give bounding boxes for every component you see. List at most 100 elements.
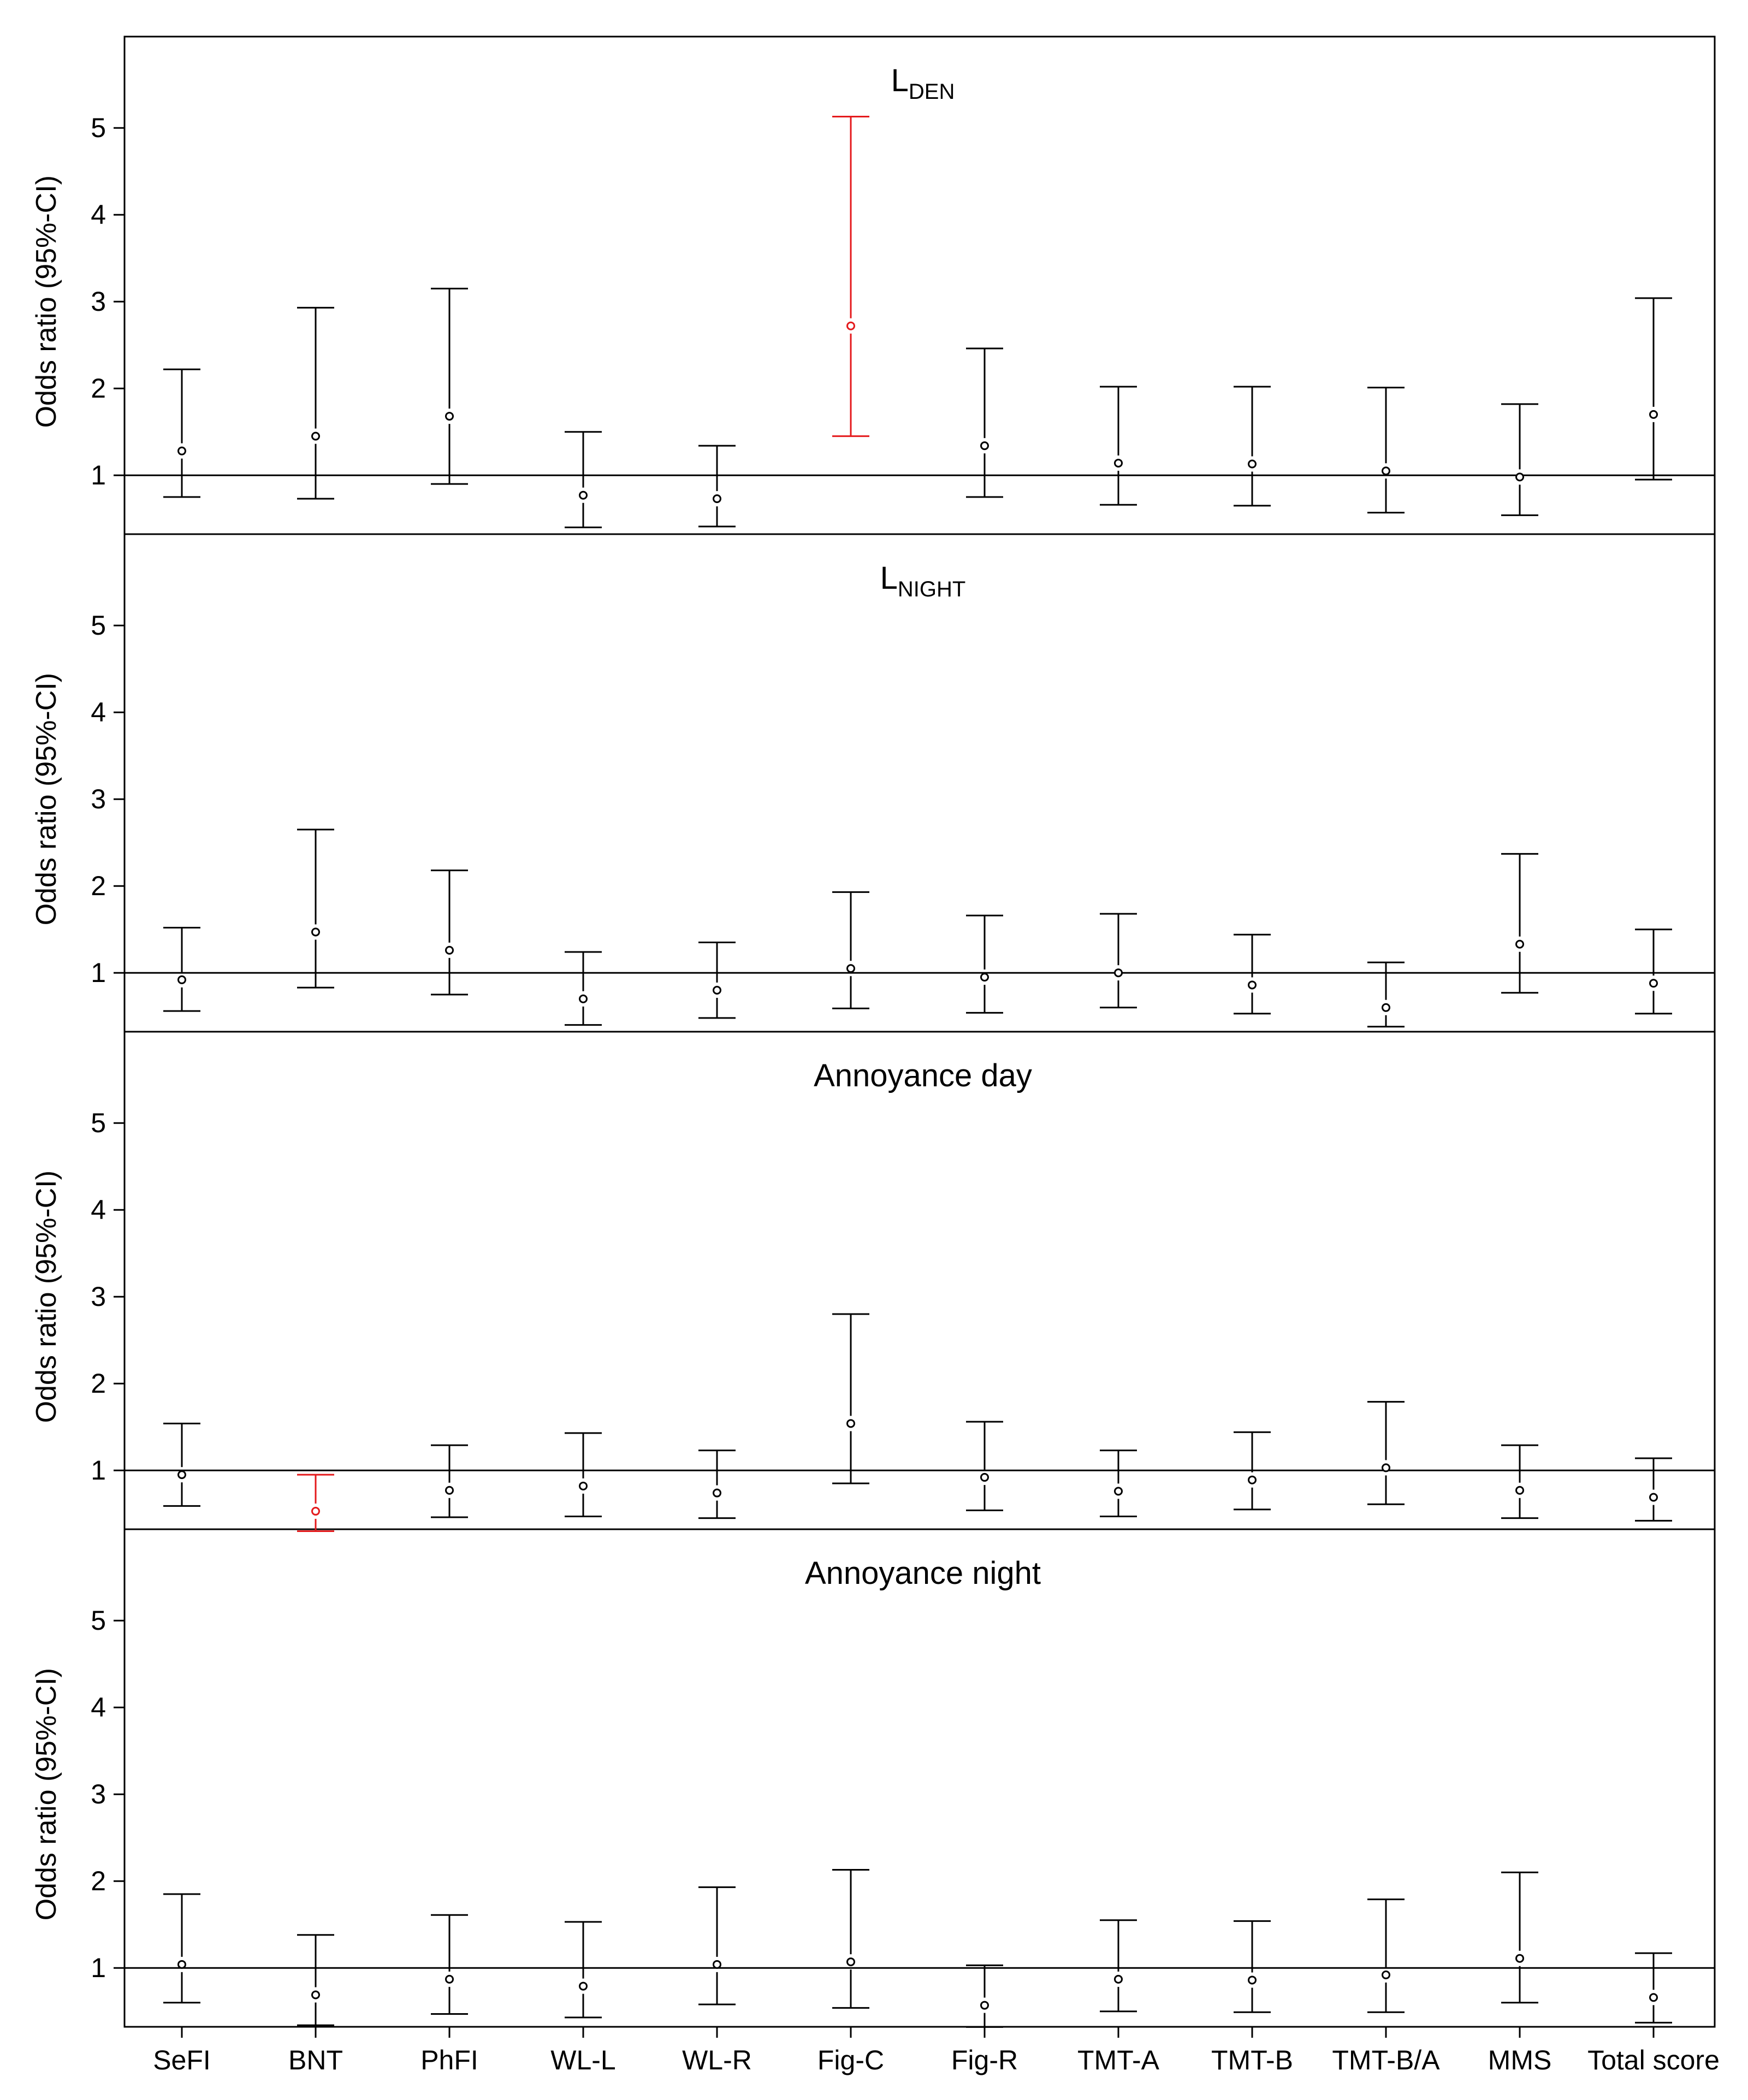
y-tick-label: 4 [91, 1194, 106, 1225]
errorbar-tmt-a [1100, 1450, 1137, 1517]
errorbar-wl-l [565, 431, 602, 529]
errorbar-tmt-b [1234, 1431, 1271, 1511]
estimate-point [1248, 459, 1257, 469]
errorbar-mms [1501, 1871, 1538, 2004]
estimate-point [980, 441, 989, 451]
x-tick-label-tmt-b: TMT-B [1211, 2045, 1293, 2075]
estimate-point [177, 1470, 186, 1480]
panel-1: LDEN 1 2 3 4 5 Odds ratio (95%-CI) [31, 63, 1715, 529]
panel-title-main: Annoyance day [814, 1058, 1032, 1093]
errorbar-total-score [1635, 1457, 1672, 1522]
y-tick-label: 3 [91, 1281, 106, 1312]
errorbar-mms [1501, 853, 1538, 994]
y-tick-label: 2 [91, 1368, 106, 1399]
errorbar-mms [1501, 1444, 1538, 1519]
x-tick-label-tmt-b-a: TMT-B/A [1332, 2045, 1440, 2075]
panel-title: LDEN [891, 63, 955, 104]
estimate-point [579, 994, 588, 1003]
x-tick-label-fig-c: Fig-C [817, 2045, 884, 2075]
errorbar-tmt-b [1234, 933, 1271, 1015]
estimate-point [311, 1506, 320, 1516]
x-tick-label-wl-l: WL-L [550, 2045, 615, 2075]
errorbar-tmt-b-a [1367, 1898, 1405, 2013]
estimate-point [1515, 1486, 1524, 1495]
errorbar-bnt [297, 306, 334, 500]
panel-title: LNIGHT [880, 560, 966, 601]
estimate-point [177, 975, 186, 984]
x-tick-label-total-score: Total score [1587, 2045, 1720, 2075]
estimate-point [1114, 968, 1123, 978]
estimate-point [713, 1960, 721, 1969]
y-tick-label: 5 [91, 1108, 106, 1138]
y-axis-title: Odds ratio (95%-CI) [31, 1668, 62, 1920]
errorbar-sefi [163, 1893, 200, 2004]
x-tick-label-tmt-a: TMT-A [1077, 2045, 1160, 2075]
errorbar-fig-c [832, 116, 869, 437]
errorbar-phfi [431, 287, 468, 485]
errorbar-fig-r [966, 914, 1003, 1014]
errorbar-fig-c [832, 1869, 869, 2009]
panel-title-subscript: NIGHT [898, 577, 965, 601]
estimate-point [1649, 410, 1658, 419]
estimate-point [311, 431, 320, 441]
estimate-point [846, 321, 855, 330]
errorbar-wl-l [565, 951, 602, 1026]
errorbar-tmt-a [1100, 1919, 1137, 2013]
estimate-point [445, 1486, 454, 1495]
errorbar-tmt-a [1100, 913, 1137, 1009]
y-tick-label: 5 [91, 610, 106, 641]
errorbar-total-score [1635, 1952, 1672, 2024]
estimate-point [1649, 1993, 1658, 2002]
errorbar-tmt-b [1234, 386, 1271, 507]
y-tick-label: 4 [91, 697, 106, 727]
estimate-point [1515, 1954, 1524, 1963]
panel-title-subscript: DEN [909, 80, 955, 104]
errorbar-phfi [431, 1444, 468, 1518]
panel-title-main: L [891, 63, 909, 98]
errorbar-fig-r [966, 347, 1003, 498]
errorbar-sefi [163, 368, 200, 498]
errorbar-bnt [297, 1474, 334, 1532]
panel-4: Annoyance night 1 2 3 4 5 Odds ratio (95%-CI) [31, 1555, 1715, 2028]
errorbar-tmt-b-a [1367, 1401, 1405, 1505]
x-tick-label-phfi: PhFI [420, 2045, 478, 2075]
y-tick-label: 5 [91, 1605, 106, 1636]
x-tick-label-wl-r: WL-R [682, 2045, 752, 2075]
y-tick-label: 2 [91, 373, 106, 404]
estimate-point [1248, 1975, 1257, 1985]
errorbar-tmt-b [1234, 1920, 1271, 2013]
y-tick-label: 4 [91, 1692, 106, 1723]
estimate-point [311, 927, 320, 937]
errorbar-fig-r [966, 1421, 1003, 1511]
estimate-point [1382, 1463, 1390, 1472]
estimate-point [1382, 466, 1390, 476]
errorbar-sefi [163, 927, 200, 1012]
y-tick-label: 5 [91, 113, 106, 143]
x-tick-label-bnt: BNT [288, 2045, 343, 2075]
estimate-point [980, 973, 989, 982]
estimate-point [980, 1472, 989, 1482]
errorbar-fig-c [832, 891, 869, 1009]
y-tick-label: 1 [91, 957, 106, 988]
y-tick-label: 1 [91, 1953, 106, 1983]
errorbar-wl-l [565, 1921, 602, 2019]
y-tick-label: 4 [91, 199, 106, 230]
errorbar-bnt [297, 829, 334, 989]
errorbar-total-score [1635, 928, 1672, 1015]
panel-title-main: Annoyance night [805, 1555, 1041, 1591]
estimate-point [1114, 1974, 1123, 1984]
errorbar-wl-r [698, 1886, 736, 2006]
y-tick-label: 1 [91, 1455, 106, 1486]
estimate-point [1382, 1003, 1390, 1012]
errorbar-sefi [163, 1422, 200, 1507]
estimate-point [846, 964, 855, 973]
estimate-point [177, 1960, 186, 1969]
estimate-point [579, 1481, 588, 1490]
estimate-point [1248, 980, 1257, 990]
estimate-point [311, 1990, 320, 2000]
estimate-point [980, 2001, 989, 2010]
errorbar-phfi [431, 869, 468, 996]
estimate-point [579, 1981, 588, 1991]
estimate-point [1649, 979, 1658, 988]
y-tick-label: 2 [91, 1866, 106, 1896]
